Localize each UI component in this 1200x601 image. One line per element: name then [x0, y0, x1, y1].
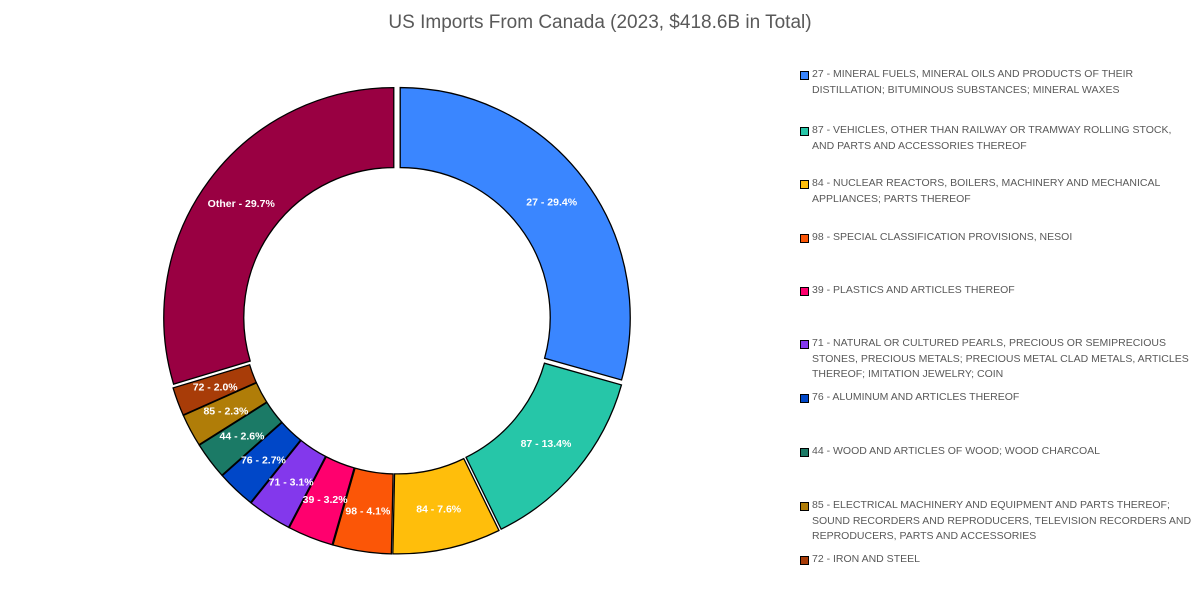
slice-label-87: 87 - 13.4%: [521, 438, 572, 450]
legend-label: 27 - MINERAL FUELS, MINERAL OILS AND PRO…: [812, 68, 1134, 96]
legend-swatch: [800, 71, 809, 80]
legend-label: 71 - NATURAL OR CULTURED PEARLS, PRECIOU…: [812, 337, 1189, 380]
legend-item-44: 44 - WOOD AND ARTICLES OF WOOD; WOOD CHA…: [800, 445, 1192, 460]
legend-swatch: [800, 448, 809, 457]
legend-item-39: 39 - PLASTICS AND ARTICLES THEREOF: [800, 284, 1192, 299]
slice-98: [332, 467, 394, 555]
slice-84: [392, 457, 500, 555]
chart-title: US Imports From Canada (2023, $418.6B in…: [388, 12, 812, 33]
slice-label-27: 27 - 29.4%: [526, 197, 577, 209]
legend-item-87: 87 - VEHICLES, OTHER THAN RAILWAY OR TRA…: [800, 124, 1192, 154]
slice-76: [221, 421, 302, 504]
donut-slices: [163, 86, 631, 555]
slice-87: [465, 362, 623, 531]
slice-39: [288, 455, 355, 546]
legend-item-72: 72 - IRON AND STEEL: [800, 553, 1192, 568]
legend-swatch: [800, 287, 809, 296]
slice-71: [250, 439, 327, 529]
slice-label-76: 76 - 2.7%: [241, 454, 287, 466]
legend-label: 39 - PLASTICS AND ARTICLES THEREOF: [812, 284, 1015, 296]
slice-label-98: 98 - 4.1%: [345, 506, 391, 518]
slice-other: [163, 86, 395, 385]
slice-label-44: 44 - 2.6%: [219, 430, 265, 442]
donut-labels: 27 - 29.4% 87 - 13.4% 84 - 7.6% 98 - 4.1%39…: [193, 197, 578, 518]
legend-item-71: 71 - NATURAL OR CULTURED PEARLS, PRECIOU…: [800, 337, 1192, 383]
slice-label-71: 71 - 3.1%: [269, 476, 315, 488]
slice-label-72: 72 - 2.0%: [193, 381, 239, 393]
legend-label: 87 - VEHICLES, OTHER THAN RAILWAY OR TRA…: [812, 124, 1172, 152]
slice-27: [399, 86, 631, 381]
legend-swatch: [800, 556, 809, 565]
legend-swatch: [800, 502, 809, 511]
slice-72: [172, 363, 258, 416]
legend-label: 44 - WOOD AND ARTICLES OF WOOD; WOOD CHA…: [812, 445, 1101, 457]
legend-label: 98 - SPECIAL CLASSIFICATION PROVISIONS, …: [812, 231, 1073, 243]
legend-swatch: [800, 340, 809, 349]
legend-swatch: [800, 394, 809, 403]
legend-item-76: 76 - ALUMINUM AND ARTICLES THEREOF: [800, 391, 1192, 406]
legend-item-84: 84 - NUCLEAR REACTORS, BOILERS, MACHINER…: [800, 177, 1192, 207]
legend-label: 85 - ELECTRICAL MACHINERY AND EQUIPMENT …: [812, 499, 1192, 542]
legend-item-27: 27 - MINERAL FUELS, MINERAL OILS AND PRO…: [800, 68, 1192, 98]
legend-swatch: [800, 234, 809, 243]
slice-label-other: Other - 29.7%: [208, 198, 276, 210]
legend-item-98: 98 - SPECIAL CLASSIFICATION PROVISIONS, …: [800, 231, 1192, 246]
legend-label: 84 - NUCLEAR REACTORS, BOILERS, MACHINER…: [812, 177, 1160, 205]
slice-label-84: 84 - 7.6%: [416, 503, 462, 515]
slice-label-39: 39 - 3.2%: [303, 494, 349, 506]
legend-label: 72 - IRON AND STEEL: [812, 553, 920, 565]
legend-label: 76 - ALUMINUM AND ARTICLES THEREOF: [812, 391, 1020, 403]
legend-swatch: [800, 127, 809, 136]
legend-item-85: 85 - ELECTRICAL MACHINERY AND EQUIPMENT …: [800, 499, 1192, 545]
legend-swatch: [800, 180, 809, 189]
slice-label-85: 85 - 2.3%: [203, 405, 249, 417]
donut-chart: 27 - 29.4% 87 - 13.4% 84 - 7.6% 98 - 4.1%39…: [163, 86, 631, 555]
